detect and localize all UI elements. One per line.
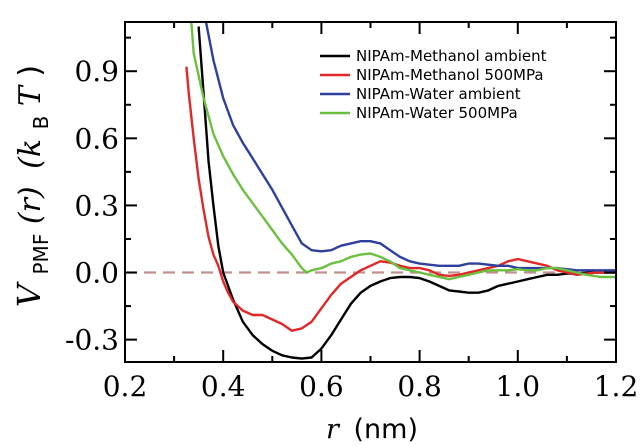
x-tick-label: 1.0	[496, 370, 541, 403]
series-line-4	[190, 22, 616, 281]
x-axis-title: r (nm)	[326, 414, 418, 445]
x-axis-variable: r	[326, 414, 341, 445]
y-axis-unit-open: (k	[13, 139, 48, 169]
x-tick-label: 0.2	[103, 370, 148, 403]
legend-label-3: NIPAm-Water ambient	[356, 85, 521, 103]
series-line-3	[204, 22, 616, 272]
series-layer	[185, 22, 616, 360]
y-axis-title: V PMF (r) (k B T )	[10, 65, 56, 307]
x-axis-unit: (nm)	[354, 414, 418, 445]
x-tick-label: 0.8	[397, 370, 442, 403]
y-tick-label: -0.3	[65, 324, 119, 357]
x-tick-label: 0.4	[201, 370, 246, 403]
y-axis-subscript: PMF	[29, 234, 53, 275]
legend-label-1: NIPAm-Methanol ambient	[356, 47, 547, 65]
y-tick-label: 0.9	[74, 55, 119, 88]
y-axis-variable: V	[10, 281, 48, 307]
series-line-2	[185, 66, 616, 332]
series-line-1	[197, 26, 616, 360]
axis-ticks	[124, 22, 617, 362]
y-axis-unit-T: T	[13, 84, 48, 106]
y-tick-label: 0.0	[74, 257, 119, 290]
y-tick-label: 0.3	[74, 189, 119, 222]
y-axis-unit-close: )	[13, 65, 48, 77]
legend-label-2: NIPAm-Methanol 500MPa	[356, 66, 544, 84]
x-tick-label: 1.2	[594, 370, 639, 403]
y-tick-label: 0.6	[74, 122, 119, 155]
legend-label-4: NIPAm-Water 500MPa	[356, 104, 518, 122]
y-axis-argument: (r)	[13, 186, 48, 224]
y-axis-unit-subscript: B	[29, 116, 53, 130]
x-tick-labels: 0.2 0.4 0.6 0.8 1.0 1.2	[103, 370, 639, 403]
y-tick-labels: -0.3 0.0 0.3 0.6 0.9	[65, 55, 119, 356]
x-tick-label: 0.6	[299, 370, 344, 403]
